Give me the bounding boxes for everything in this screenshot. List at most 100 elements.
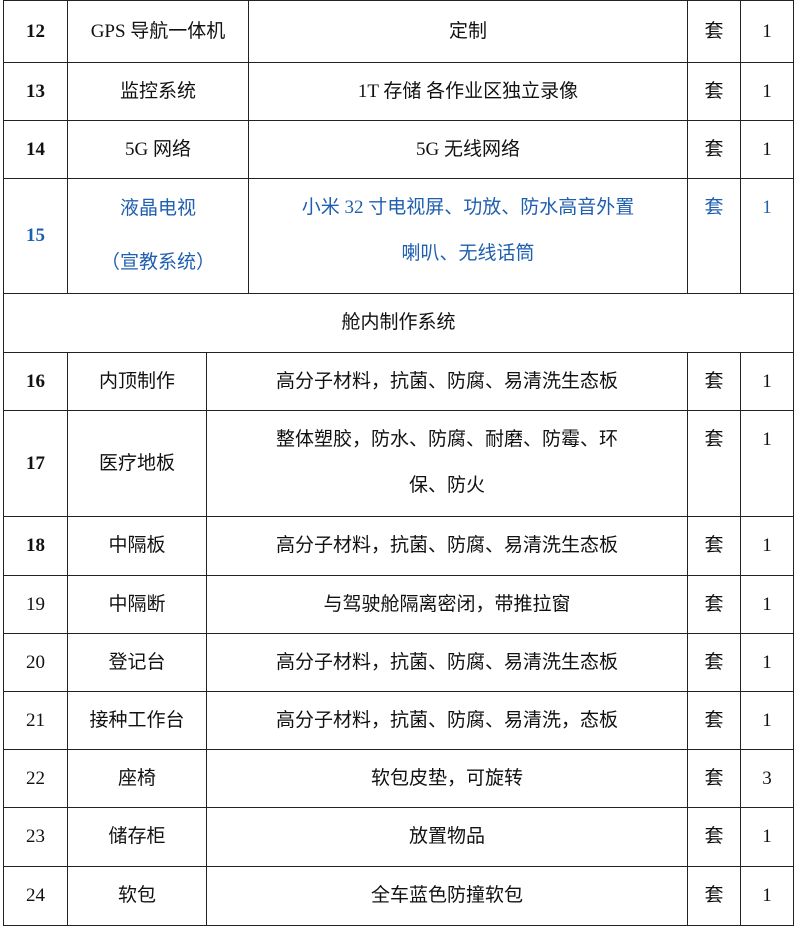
item-name-line: 中隔断 [108,593,166,615]
item-description: 小米 32 寸电视屏、功放、防水高音外置 喇叭、无线话筒 [248,178,688,294]
item-name-line: 监控系统 [119,80,196,102]
item-name-line: 内顶制作 [98,370,175,392]
item-description-line: 全车蓝色防撞软包 [370,885,523,906]
item-description-line: 整体塑胶，防水、防腐、耐磨、防霉、环 [275,429,618,450]
section-header-row: 舱内制作系统 [2,293,795,353]
item-unit: 套 [687,749,741,808]
item-name-line: 5G 网络 [125,138,191,160]
item-description-line: 与驾驶舱隔离密闭，带推拉窗 [323,593,571,615]
item-quantity: 1 [739,575,795,634]
table-row: 13 监控系统 1T 存储 各作业区独立录像 套 1 [3,62,794,121]
table-row: 12 GPS 导航一体机 定制 套 1 [3,0,794,63]
item-description-line: 高分子材料，抗菌、防腐、易清洗生态板 [275,651,618,673]
item-unit: 套 [687,516,741,576]
item-unit: 套 [687,352,741,411]
item-description: 高分子材料，抗菌、防腐、易清洗，态板 [206,691,688,750]
item-number: 18 [3,516,68,576]
item-description: 高分子材料，抗菌、防腐、易清洗生态板 [206,516,688,576]
item-description-line: 5G 无线网络 [416,138,520,160]
item-description: 整体塑胶，防水、防腐、耐磨、防霉、环 保、防火 [206,410,688,517]
item-name: 医疗地板 [67,410,207,517]
item-description-line: 喇叭、无线话筒 [401,243,535,264]
table-row: 20 登记台 高分子材料，抗菌、防腐、易清洗生态板 套 1 [3,633,795,692]
table-row: 17 医疗地板 整体塑胶，防水、防腐、耐磨、防霉、环 保、防火套 1 [3,410,795,517]
item-quantity: 1 [740,120,794,179]
item-name-line: 软包 [117,885,156,906]
item-unit: 套 [687,410,741,517]
item-number: 14 [3,120,68,179]
item-number: 22 [3,749,68,808]
item-quantity: 1 [739,516,795,576]
item-name: 液晶电视 （宣教系统） [67,178,249,294]
item-number: 23 [3,807,68,867]
item-quantity: 1 [739,633,795,692]
item-quantity: 1 [739,807,795,867]
table-row: 21 接种工作台 高分子材料，抗菌、防腐、易清洗，态板 套 1 [3,691,795,750]
item-name-line: 储存柜 [108,826,166,847]
item-quantity: 3 [739,749,795,808]
item-name: 内顶制作 [67,352,207,411]
item-unit: 套 [687,866,741,926]
equipment-table-lower: 舱内制作系统 16 内顶制作 高分子材料，抗菌、防腐、易清洗生态板套 1 17 医疗地板整… [2,293,795,926]
table-row: 15 液晶电视 （宣教系统） 小米 32 寸电视屏、功放、防水高音外置 喇叭、无线话筒套… [3,178,794,294]
item-unit: 套 [687,0,741,63]
item-number: 15 [3,178,68,294]
item-name-line: 中隔板 [108,535,166,556]
item-description: 放置物品 [206,807,688,867]
item-description-line: 放置物品 [408,826,485,847]
item-quantity: 1 [739,866,795,926]
table-row: 16 内顶制作 高分子材料，抗菌、防腐、易清洗生态板 套 1 [3,352,795,411]
item-number: 24 [3,866,68,926]
item-name-line: GPS 导航一体机 [90,20,226,42]
item-name: 5G 网络 [67,120,249,179]
item-name: 软包 [67,866,207,926]
item-number: 19 [3,575,68,634]
item-description: 高分子材料，抗菌、防腐、易清洗生态板 [206,633,688,692]
table-row: 24 软包 全车蓝色防撞软包 套 1 [3,866,795,926]
item-number: 20 [3,633,68,692]
item-unit: 套 [687,178,741,294]
item-description-line: 高分子材料，抗菌、防腐、易清洗生态板 [275,370,618,392]
item-unit: 套 [687,633,741,692]
item-description: 与驾驶舱隔离密闭，带推拉窗 [206,575,688,634]
item-name: GPS 导航一体机 [67,0,249,63]
item-description: 1T 存储 各作业区独立录像 [248,62,688,121]
item-unit: 套 [687,691,741,750]
item-number: 17 [3,410,68,517]
item-number: 21 [3,691,68,750]
item-quantity: 1 [740,62,794,121]
table-row: 14 5G 网络 5G 无线网络 套 1 [3,120,794,179]
item-unit: 套 [687,807,741,867]
item-description-line: 保、防火 [408,475,485,496]
item-quantity: 1 [739,691,795,750]
item-name-line: 座椅 [117,767,156,789]
item-name-line: 接种工作台 [89,709,185,731]
item-number: 13 [3,62,68,121]
item-description-line: 小米 32 寸电视屏、功放、防水高音外置 [301,197,635,218]
item-description-line: 高分子材料，抗菌、防腐、易清洗生态板 [275,535,618,556]
item-quantity: 1 [740,0,794,63]
item-description: 定制 [248,0,688,63]
item-name: 储存柜 [67,807,207,867]
item-name: 监控系统 [67,62,249,121]
item-number: 16 [3,352,68,411]
item-quantity: 1 [739,410,795,517]
table-row: 19 中隔断 与驾驶舱隔离密闭，带推拉窗 套 1 [3,575,795,634]
item-description-line: 高分子材料，抗菌、防腐、易清洗，态板 [275,709,618,731]
item-quantity: 1 [740,178,794,294]
table-row: 18 中隔板 高分子材料，抗菌、防腐、易清洗生态板 套 1 [3,516,795,576]
item-description: 5G 无线网络 [248,120,688,179]
item-name: 座椅 [67,749,207,808]
item-name-line: （宣教系统） [100,252,215,273]
item-quantity: 1 [739,352,795,411]
item-name: 中隔断 [67,575,207,634]
table-row: 22 座椅 软包皮垫，可旋转 套 3 [3,749,795,808]
item-description-line: 软包皮垫，可旋转 [370,767,523,789]
item-name: 登记台 [67,633,207,692]
item-number: 12 [3,0,68,63]
item-name: 接种工作台 [67,691,207,750]
item-name: 中隔板 [67,516,207,576]
equipment-table-upper: 12 GPS 导航一体机 定制套 1 13 监控系统 1T 存储 各作业区独立录像套 1 14 5… [3,0,794,294]
item-description-line: 1T 存储 各作业区独立录像 [357,80,579,102]
item-name-line: 医疗地板 [98,452,175,474]
